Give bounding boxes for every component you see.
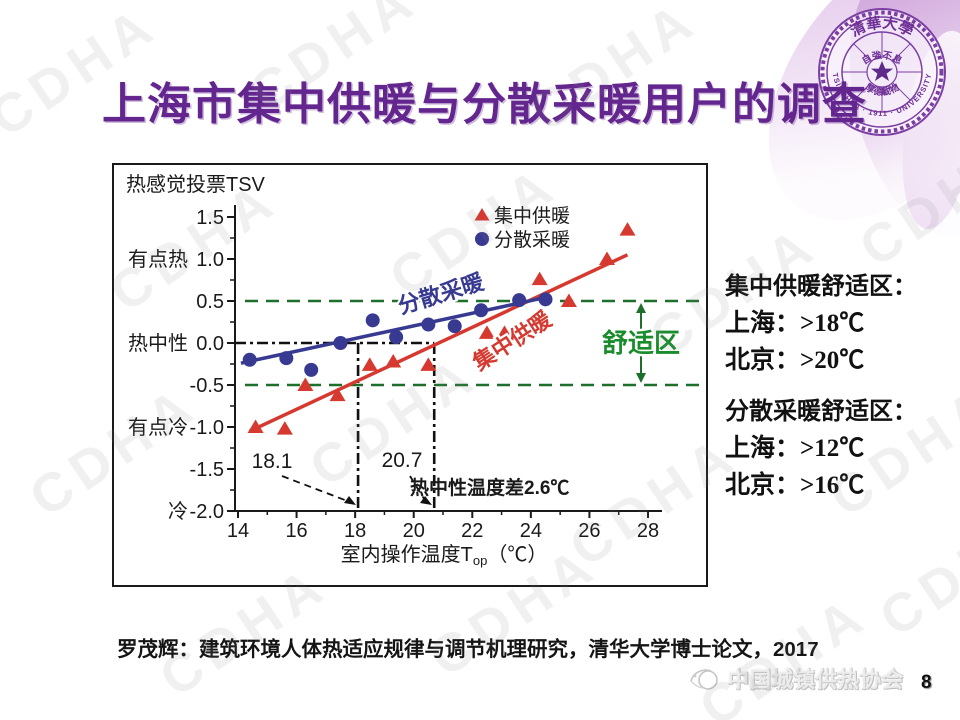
y-tick-label: -1.5 — [190, 459, 224, 481]
y-tick-label: 0.5 — [196, 291, 224, 313]
decentral-heating-title: 分散采暖舒适区： — [725, 399, 917, 425]
data-point-triangle — [599, 251, 615, 265]
y-category-label: 有点热 — [128, 248, 188, 271]
x-tick-label: 14 — [227, 520, 249, 542]
data-point-triangle — [297, 377, 314, 391]
data-point-circle — [389, 330, 404, 345]
association-name: 中国城镇供热协会 — [728, 669, 904, 692]
data-point-triangle — [619, 222, 636, 236]
legend-marker — [474, 208, 490, 221]
citation: 罗茂辉：建筑环境人体热适应规律与调节机理研究，清华大学博士论文，2017 — [117, 638, 819, 661]
comfort-zone-label: 舒适区 — [602, 328, 680, 358]
legend-marker — [475, 232, 489, 246]
data-point-circle — [304, 362, 319, 377]
central-heating-shanghai: 上海：>18℃ — [725, 310, 865, 337]
comfort-arrowhead-down — [636, 373, 646, 383]
tsinghua-university-seal-icon: 清華大學 TSINGHUA · 1911 · UNIVERSITY 自強不息 厚… — [818, 8, 946, 136]
page-number: 8 — [921, 672, 932, 693]
y-tick-label: 1.0 — [196, 249, 224, 271]
data-point-circle — [333, 336, 348, 350]
tsv-temperature-chart: 1.5 1.0 0.5 0.0 -0.5 -1.0 -1.5 -2.0 14 16 18 20 22 24… — [112, 163, 708, 587]
x-tick-label: 28 — [637, 520, 659, 542]
comfort-zone-panel: 集中供暖舒适区： 上海：>18℃ 北京：>20℃ 分散采暖舒适区： 上海：>12… — [725, 269, 960, 504]
decentral-heating-beijing: 北京：>16℃ — [725, 472, 865, 499]
data-point-circle — [421, 317, 436, 332]
data-point-triangle — [496, 325, 513, 339]
legend-label: 分散采暖 — [494, 229, 570, 251]
y-category-label: 热中性 — [128, 332, 188, 355]
data-point-triangle — [420, 357, 437, 371]
data-point-circle — [447, 319, 462, 334]
chart-title: 热感觉投票TSV — [126, 173, 266, 196]
page-title: 上海市集中供暖与分散采暖用户的调查 — [102, 80, 867, 129]
data-point-triangle — [385, 353, 402, 368]
neutral-diff-note: 热中性温度差2.6℃ — [410, 476, 569, 499]
legend-label: 集中供暖 — [494, 205, 570, 227]
x-axis-title: 室内操作温度Top（℃） — [341, 543, 548, 568]
y-tick-label: -1.0 — [190, 417, 224, 439]
central-heating-block: 集中供暖舒适区： 上海：>18℃ 北京：>20℃ — [725, 269, 960, 379]
seal-star-icon — [871, 61, 893, 81]
leader-arrowhead-1 — [344, 496, 356, 505]
y-category-label: 有点冷 — [128, 416, 188, 439]
trend-line-分散采暖 — [240, 295, 549, 365]
watermark: CDHA — [869, 493, 960, 649]
leader-arrowhead-2 — [420, 496, 432, 505]
y-tick-label: -0.5 — [190, 375, 224, 397]
y-category-label: 冷 — [168, 500, 188, 523]
data-point-triangle — [531, 271, 548, 286]
decentral-heating-shanghai: 上海：>12℃ — [725, 435, 865, 462]
neutral-temp-label-2: 20.7 — [382, 449, 423, 472]
data-point-triangle — [478, 325, 495, 339]
x-tick-label: 22 — [461, 520, 483, 542]
comfort-arrowhead-up — [636, 303, 646, 313]
x-tick-label: 26 — [578, 520, 600, 542]
neutral-temp-label-1: 18.1 — [252, 450, 293, 473]
leader-arrow-2 — [409, 475, 427, 503]
x-tick-label: 20 — [403, 520, 425, 542]
data-point-circle — [474, 303, 489, 318]
x-tick-label: 18 — [344, 520, 366, 542]
x-tick-label: 24 — [520, 520, 542, 542]
data-point-triangle — [329, 387, 346, 402]
data-point-circle — [365, 313, 380, 328]
association-logo-icon — [690, 669, 718, 690]
trend-line-集中供暖 — [248, 253, 629, 433]
central-heating-title: 集中供暖舒适区： — [725, 274, 917, 300]
x-tick-label: 16 — [285, 520, 307, 542]
data-point-circle — [538, 292, 553, 307]
central-heating-beijing: 北京：>20℃ — [725, 347, 865, 374]
chart-canvas: 1.5 1.0 0.5 0.0 -0.5 -1.0 -1.5 -2.014 16 18 20 22 24… — [126, 173, 700, 568]
seal-spokes — [842, 32, 922, 112]
data-point-circle — [279, 351, 294, 366]
y-tick-label: 1.5 — [196, 207, 224, 229]
leader-arrow-1 — [281, 475, 351, 503]
y-tick-label: 0.0 — [196, 333, 224, 355]
data-point-triangle — [247, 419, 264, 433]
data-point-circle — [242, 352, 257, 367]
footer: 中国城镇供热协会 — [690, 664, 904, 694]
data-point-triangle — [276, 421, 293, 435]
data-point-circle — [512, 293, 527, 308]
data-point-triangle — [560, 293, 577, 307]
decentral-heating-block: 分散采暖舒适区： 上海：>12℃ 北京：>16℃ — [725, 394, 960, 504]
data-point-triangle — [361, 357, 378, 371]
y-tick-label: -2.0 — [190, 501, 224, 523]
